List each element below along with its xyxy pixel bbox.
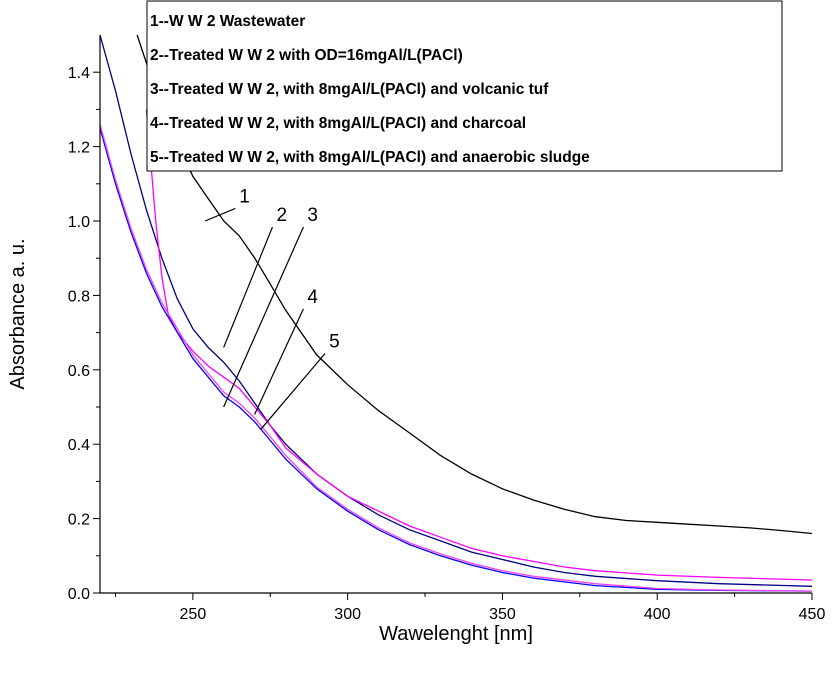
- y-tick-label: 0.8: [68, 288, 90, 305]
- curve-label-4: 4: [307, 287, 318, 308]
- curve-leader-lines: [204, 207, 326, 430]
- y-tick-label: 0.0: [68, 586, 90, 603]
- x-tick-label: 400: [644, 606, 671, 623]
- legend-entry-4: 4--Treated W W 2, with 8mgAl/L(PACl) and…: [150, 115, 526, 132]
- x-tick-label: 450: [799, 606, 826, 623]
- legend-entry-2: 2--Treated W W 2 with OD=16mgAl/L(PACl): [150, 47, 463, 64]
- y-ticks: 0.0 0.2 0.4 0.6 0.8 1.0 1.2 1.4: [68, 65, 100, 603]
- curve-label-5: 5: [329, 331, 340, 352]
- series-line-1: [136, 34, 813, 535]
- x-axis-title: Wawelenght [nm]: [379, 623, 533, 645]
- series-line-2: [99, 34, 813, 587]
- curve-label-2: 2: [276, 205, 287, 226]
- x-tick-label: 350: [489, 606, 516, 623]
- curve-label-3: 3: [307, 205, 318, 226]
- plot-area: 250 300 350 400 450 0.0 0.2 0.4 0.6 0.8 1.0 1.2 1.4: [68, 34, 826, 623]
- curve-label-1: 1: [239, 186, 250, 207]
- y-tick-label: 1.4: [68, 65, 90, 82]
- legend: 1--W W 2 Wastewater 2--Treated W W 2 wit…: [146, 0, 783, 172]
- legend-entry-3: 3--Treated W W 2, with 8mgAl/L(PACl) and…: [150, 81, 549, 98]
- y-axis-title: Absorbance a. u.: [7, 238, 29, 389]
- x-ticks: 250 300 350 400 450: [114, 593, 826, 623]
- y-tick-label: 0.6: [68, 363, 90, 380]
- series-line-5: [99, 124, 813, 592]
- legend-entry-1: 1--W W 2 Wastewater: [150, 13, 305, 30]
- x-tick-label: 300: [334, 606, 361, 623]
- x-tick-label: 250: [180, 606, 207, 623]
- series-layer: [99, 34, 813, 592]
- legend-box: [146, 0, 783, 172]
- y-tick-label: 1.0: [68, 214, 90, 231]
- series-line-4: [99, 127, 813, 592]
- leader-line-4: [254, 308, 304, 415]
- series-line-3: [145, 109, 813, 581]
- leader-line-2: [223, 226, 274, 348]
- legend-entry-5: 5--Treated W W 2, with 8mgAl/L(PACl) and…: [150, 149, 590, 166]
- leader-line-1: [204, 207, 236, 222]
- y-tick-label: 0.4: [68, 437, 90, 454]
- curve-labels: 12 345: [239, 186, 339, 352]
- y-tick-label: 0.2: [68, 512, 90, 529]
- leader-line-5: [260, 353, 326, 430]
- leader-line-3: [223, 226, 304, 408]
- y-tick-label: 1.2: [68, 140, 90, 157]
